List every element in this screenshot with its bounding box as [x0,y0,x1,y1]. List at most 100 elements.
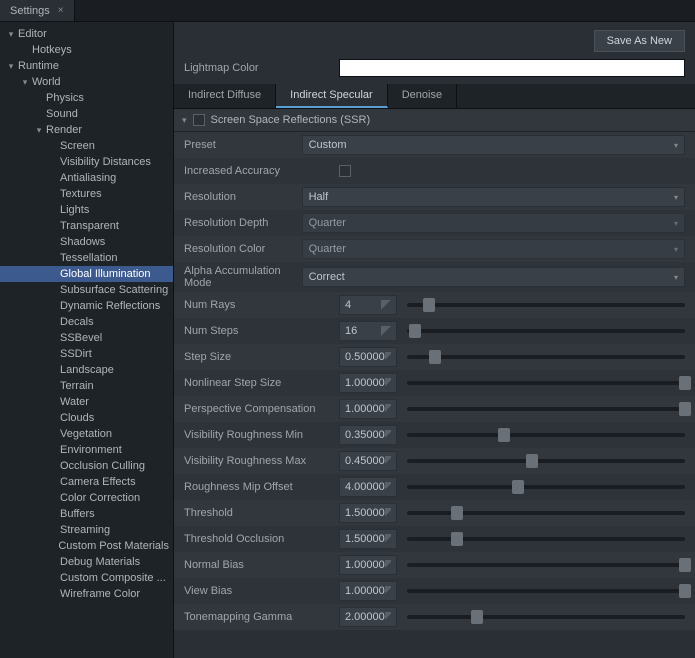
slider-view-bias[interactable] [407,589,685,593]
tree-item-custom-composite-[interactable]: Custom Composite ... [0,570,173,586]
tree-item-visibility-distances[interactable]: Visibility Distances [0,154,173,170]
tree-item-tessellation[interactable]: Tessellation [0,250,173,266]
drag-handle-icon[interactable] [385,560,391,570]
slider-thumb[interactable] [429,350,441,364]
tree-item-world[interactable]: ▾World [0,74,173,90]
slider-thumb[interactable] [526,454,538,468]
checkbox-increased-accuracy[interactable] [339,165,351,177]
tree-item-wireframe-color[interactable]: Wireframe Color [0,586,173,602]
select-resolution-color[interactable]: Quarter▾ [302,239,685,259]
tree-item-global-illumination[interactable]: Global Illumination [0,266,173,282]
tree-item-editor[interactable]: ▾Editor [0,26,173,42]
slider-normal-bias[interactable] [407,563,685,567]
number-input-nonlinear-step-size[interactable]: 1.00000 [339,373,397,393]
slider-num-steps[interactable] [407,329,685,333]
drag-handle-icon[interactable] [385,456,391,466]
number-input-step-size[interactable]: 0.50000 [339,347,397,367]
tree-item-decals[interactable]: Decals [0,314,173,330]
tree-item-water[interactable]: Water [0,394,173,410]
slider-thumb[interactable] [512,480,524,494]
slider-thumb[interactable] [679,558,691,572]
slider-nonlinear-step-size[interactable] [407,381,685,385]
number-input-tonemapping-gamma[interactable]: 2.00000 [339,607,397,627]
slider-thumb[interactable] [451,532,463,546]
drag-handle-icon[interactable] [385,482,391,492]
tree-item-vegetation[interactable]: Vegetation [0,426,173,442]
drag-handle-icon[interactable] [385,404,391,414]
tree-item-antialiasing[interactable]: Antialiasing [0,170,173,186]
tree-item-custom-post-materials[interactable]: Custom Post Materials [0,538,173,554]
slider-thumb[interactable] [423,298,435,312]
slider-tonemapping-gamma[interactable] [407,615,685,619]
tree-item-screen[interactable]: Screen [0,138,173,154]
tree-item-ssdirt[interactable]: SSDirt [0,346,173,362]
number-input-perspective-compensation[interactable]: 1.00000 [339,399,397,419]
tree-item-subsurface-scattering[interactable]: Subsurface Scattering [0,282,173,298]
tree-item-streaming[interactable]: Streaming [0,522,173,538]
tree-item-sound[interactable]: Sound [0,106,173,122]
slider-threshold-occlusion[interactable] [407,537,685,541]
tree-item-transparent[interactable]: Transparent [0,218,173,234]
tab-settings[interactable]: Settings × [0,0,75,21]
slider-num-rays[interactable] [407,303,685,307]
select-alpha-accumulation-mode[interactable]: Correct▾ [302,267,685,287]
slider-step-size[interactable] [407,355,685,359]
number-input-num-steps[interactable]: 16 [339,321,397,341]
slider-thumb[interactable] [471,610,483,624]
slider-thumb[interactable] [679,402,691,416]
close-icon[interactable]: × [58,5,64,16]
tree-item-occlusion-culling[interactable]: Occlusion Culling [0,458,173,474]
sub-tab-denoise[interactable]: Denoise [388,84,457,108]
drag-handle-icon[interactable] [385,378,391,388]
number-input-num-rays[interactable]: 4 [339,295,397,315]
number-input-threshold-occlusion[interactable]: 1.50000 [339,529,397,549]
tree-item-textures[interactable]: Textures [0,186,173,202]
slider-thumb[interactable] [409,324,421,338]
number-input-visibility-roughness-min[interactable]: 0.35000 [339,425,397,445]
sub-tab-indirect-specular[interactable]: Indirect Specular [276,84,388,108]
drag-handle-icon[interactable] [385,612,391,622]
tree-item-debug-materials[interactable]: Debug Materials [0,554,173,570]
drag-handle-icon[interactable] [381,300,391,310]
slider-perspective-compensation[interactable] [407,407,685,411]
slider-thumb[interactable] [451,506,463,520]
tree-item-environment[interactable]: Environment [0,442,173,458]
slider-thumb[interactable] [679,376,691,390]
lightmap-color-swatch[interactable] [339,59,685,77]
number-input-threshold[interactable]: 1.50000 [339,503,397,523]
number-input-normal-bias[interactable]: 1.00000 [339,555,397,575]
slider-roughness-mip-offset[interactable] [407,485,685,489]
select-preset[interactable]: Custom▾ [302,135,685,155]
drag-handle-icon[interactable] [385,352,391,362]
number-input-visibility-roughness-max[interactable]: 0.45000 [339,451,397,471]
drag-handle-icon[interactable] [385,430,391,440]
slider-threshold[interactable] [407,511,685,515]
tree-item-hotkeys[interactable]: Hotkeys [0,42,173,58]
drag-handle-icon[interactable] [385,508,391,518]
tree-item-landscape[interactable]: Landscape [0,362,173,378]
sub-tab-indirect-diffuse[interactable]: Indirect Diffuse [174,84,276,108]
select-resolution[interactable]: Half▾ [302,187,685,207]
tree-item-physics[interactable]: Physics [0,90,173,106]
tree-item-clouds[interactable]: Clouds [0,410,173,426]
tree-item-dynamic-reflections[interactable]: Dynamic Reflections [0,298,173,314]
drag-handle-icon[interactable] [385,534,391,544]
drag-handle-icon[interactable] [385,586,391,596]
save-as-new-button[interactable]: Save As New [594,30,685,52]
drag-handle-icon[interactable] [381,326,391,336]
tree-item-shadows[interactable]: Shadows [0,234,173,250]
tree-item-camera-effects[interactable]: Camera Effects [0,474,173,490]
tree-item-render[interactable]: ▾Render [0,122,173,138]
number-input-view-bias[interactable]: 1.00000 [339,581,397,601]
tree-item-terrain[interactable]: Terrain [0,378,173,394]
tree-item-runtime[interactable]: ▾Runtime [0,58,173,74]
tree-item-buffers[interactable]: Buffers [0,506,173,522]
number-input-roughness-mip-offset[interactable]: 4.00000 [339,477,397,497]
slider-thumb[interactable] [498,428,510,442]
tree-item-lights[interactable]: Lights [0,202,173,218]
slider-visibility-roughness-min[interactable] [407,433,685,437]
tree-item-color-correction[interactable]: Color Correction [0,490,173,506]
slider-thumb[interactable] [679,584,691,598]
tree-item-ssbevel[interactable]: SSBevel [0,330,173,346]
select-resolution-depth[interactable]: Quarter▾ [302,213,685,233]
